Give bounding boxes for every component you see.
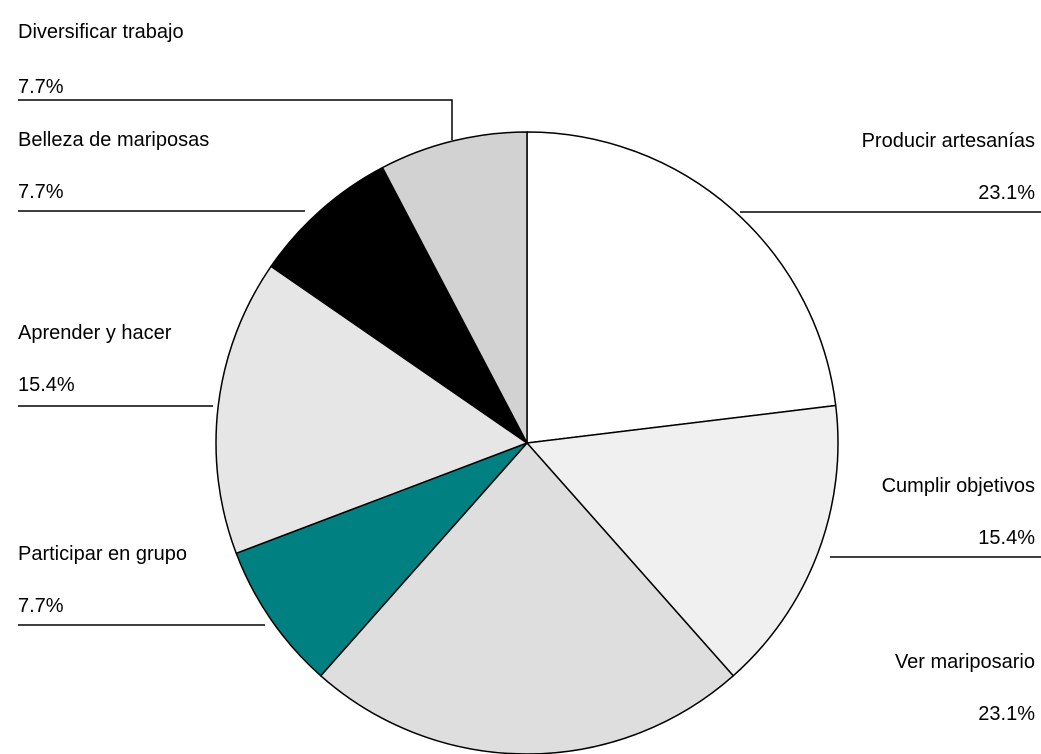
- slice-value-label: 23.1%: [978, 182, 1035, 204]
- pie-slice: [215, 265, 529, 555]
- pie-slice: [526, 131, 837, 444]
- slice-label: Cumplir objetivos: [882, 475, 1035, 497]
- slice-label: Participar en grupo: [18, 543, 187, 565]
- slice-label: Belleza de mariposas: [18, 129, 209, 151]
- slice-value-label: 23.1%: [978, 703, 1035, 725]
- slice-value-label: 7.7%: [18, 76, 64, 98]
- slice-value-label: 15.4%: [978, 527, 1035, 549]
- slice-value-label: 15.4%: [18, 374, 75, 396]
- slice-value-label: 7.7%: [18, 181, 64, 203]
- slice-value-label: 7.7%: [18, 595, 64, 617]
- slice-label: Producir artesanías: [862, 130, 1035, 152]
- pie-slice: [525, 404, 839, 677]
- slice-label: Diversificar trabajo: [18, 21, 184, 43]
- slice-label: Aprender y hacer: [18, 322, 172, 344]
- pie-slice: [235, 442, 528, 677]
- pie-slice: [270, 166, 528, 444]
- slice-label: Ver mariposario: [895, 651, 1035, 673]
- pie-slice: [381, 131, 528, 444]
- leader-line: [18, 99, 453, 140]
